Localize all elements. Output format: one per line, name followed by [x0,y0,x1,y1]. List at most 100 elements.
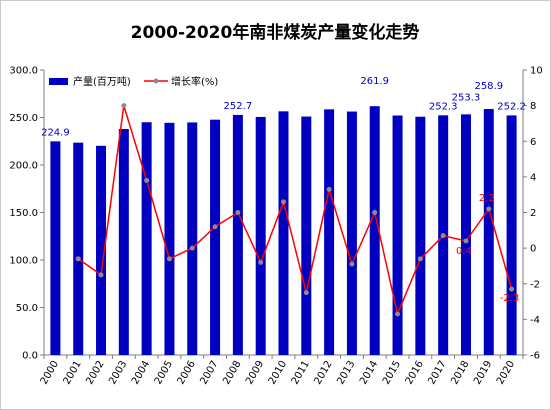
left-tick-label: 150.0 [9,208,38,219]
x-tick-label: 2010 [267,359,289,387]
x-tick-label: 2019 [472,359,494,387]
x-tick-label: 2017 [427,359,449,387]
x-tick-label: 2016 [404,359,426,387]
point-2016 [417,256,423,262]
bar-2018 [460,114,471,356]
bar-2013 [346,111,357,355]
bar-2002 [96,145,107,355]
bar-2005 [164,122,175,355]
x-tick-label: 2001 [62,359,84,387]
bar-2004 [141,122,152,355]
line-label-2019: 2.2 [479,193,495,204]
x-tick-label: 2011 [290,359,312,387]
bar-label-2017: 252.3 [429,101,458,112]
bar-2009 [255,116,266,356]
bar-2019 [483,109,494,355]
chart-title: 2000-2020年南非煤炭产量变化走势 [131,22,420,43]
bar-2020 [506,115,517,355]
point-2006 [189,245,195,251]
left-tick-label: 200.0 [9,161,38,172]
bar-2007 [210,119,221,355]
right-tick-label: 6 [530,137,536,148]
point-2012 [326,186,332,192]
bar-2003 [118,128,129,355]
point-2019 [486,206,492,212]
legend-swatch-marker [153,78,159,84]
x-tick-label: 2014 [358,359,380,387]
x-tick-label: 2000 [39,359,61,387]
x-tick-label: 2013 [335,359,357,387]
right-axis-ticks: -6 -4 -2 0 2 4 6 8 10 [523,66,543,362]
point-2014 [372,210,378,215]
point-2003 [121,103,127,109]
right-tick-label: -4 [530,315,540,326]
x-tick-label: 2012 [312,359,334,387]
x-tick-label: 2008 [221,359,243,387]
point-2015 [395,311,401,317]
point-2007 [212,224,218,230]
left-tick-label: 100.0 [9,256,38,267]
left-axis-ticks: 0.0 50.0 100.0 150.0 200.0 250.0 300.0 [9,66,44,362]
right-tick-label: -2 [530,279,540,290]
bar-2015 [392,115,403,355]
legend: 产量(百万吨) 增长率(%) [49,75,218,88]
point-2004 [144,177,150,183]
point-2018 [463,238,469,244]
legend-swatch-bar [49,78,68,85]
x-axis-ticks: 2000 2001 2002 2003 2004 2005 2006 2007 2008 2009… [39,355,524,387]
line-series [75,103,515,317]
x-tick-label: 2007 [198,359,220,387]
bar-2010 [278,111,289,355]
bar-label-2000: 224.9 [41,127,70,138]
legend-label-bar: 产量(百万吨) [73,75,131,88]
point-2010 [281,199,286,205]
bar-label-2020: 252.2 [497,101,526,112]
line-data-labels: 0.4 2.2 -2.3 [456,193,519,304]
left-tick-label: 50.0 [16,303,38,314]
left-tick-label: 300.0 [9,66,38,77]
bar-2014 [369,106,380,355]
x-tick-label: 2006 [176,359,198,387]
point-2020 [509,286,515,292]
bar-2000 [50,141,61,355]
x-tick-label: 2015 [381,359,403,387]
x-tick-label: 2004 [130,359,152,387]
bar-label-2008: 252.7 [224,101,253,112]
left-tick-label: 250.0 [9,113,38,124]
bar-2016 [415,116,426,356]
x-tick-label: 2005 [153,359,175,387]
point-2017 [440,233,446,239]
point-2001 [75,256,81,262]
line-label-2020: -2.3 [500,293,520,304]
right-tick-label: 10 [530,66,543,77]
point-2013 [349,261,355,267]
bar-series [50,106,517,356]
growth-rate-line [77,104,513,315]
right-tick-label: 8 [530,101,536,112]
x-tick-label: 2018 [449,359,471,387]
bar-label-2014: 261.9 [360,76,389,87]
bar-2008 [232,114,243,355]
right-tick-label: 0 [530,244,536,255]
bar-2012 [324,109,335,355]
x-tick-label: 2003 [107,359,129,387]
x-tick-label: 2020 [495,359,517,387]
legend-label-line: 增长率(%) [171,75,218,88]
bar-2001 [73,142,84,355]
point-2009 [258,259,264,265]
bar-label-2019: 258.9 [474,81,503,92]
point-2005 [166,256,172,262]
right-tick-label: 2 [530,208,536,219]
bar-2006 [187,122,198,355]
bar-2011 [301,116,312,355]
point-2008 [235,210,241,215]
x-tick-label: 2009 [244,359,266,387]
right-tick-label: 4 [530,172,536,183]
point-2011 [303,290,309,296]
left-tick-label: 0.0 [22,351,38,362]
point-2002 [98,272,104,278]
x-tick-label: 2002 [84,359,106,387]
